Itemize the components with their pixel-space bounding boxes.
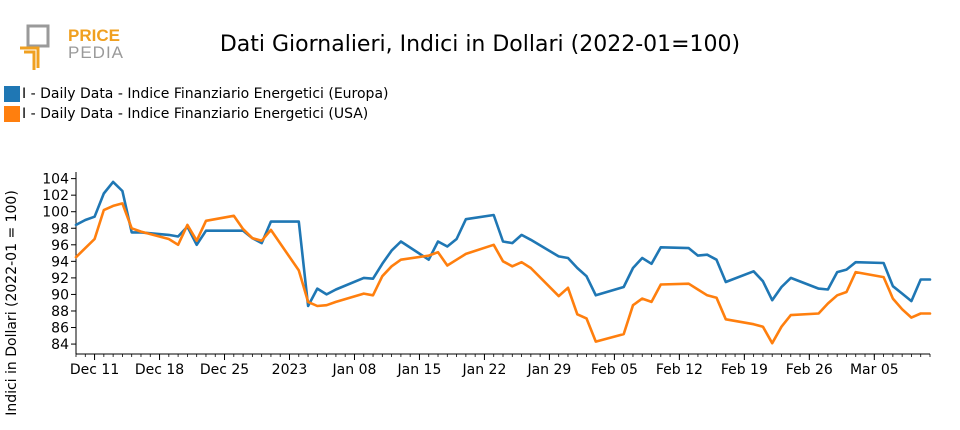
x-tick-label: Dec 11 [70, 362, 119, 378]
y-tick-label: 84 [51, 337, 69, 353]
legend-label-usa: I - Daily Data - Indice Finanziario Ener… [22, 106, 369, 122]
legend-item-europa[interactable]: I - Daily Data - Indice Finanziario Ener… [4, 84, 388, 104]
pricepedia-logo: PRICE PEDIA [18, 24, 128, 74]
y-tick-label: 104 [42, 172, 69, 188]
legend-label-europa: I - Daily Data - Indice Finanziario Ener… [22, 86, 389, 102]
chart-lines [74, 180, 932, 345]
x-tick-label: Feb 05 [591, 362, 638, 378]
logo-text-pedia: PEDIA [68, 43, 124, 62]
y-tick-label: 88 [51, 304, 69, 320]
x-tick-label: Jan 15 [397, 362, 442, 378]
legend: I - Daily Data - Indice Finanziario Ener… [4, 84, 388, 124]
logo-text-price: PRICE [68, 26, 120, 45]
y-tick-label: 102 [42, 188, 69, 204]
series-line-europa [74, 180, 932, 308]
x-tick-label: Feb 26 [786, 362, 833, 378]
x-tick-label: Feb 12 [656, 362, 703, 378]
pricepedia-logo-mark: PRICE PEDIA [20, 24, 124, 70]
x-tick-label: 2023 [272, 362, 308, 378]
x-tick-label: Mar 05 [850, 362, 899, 378]
y-tick-label: 100 [42, 205, 69, 221]
y-tick-label: 90 [51, 287, 69, 303]
y-tick-label: 86 [51, 321, 69, 337]
x-tick-label: Jan 29 [526, 362, 571, 378]
chart-title: Dati Giornalieri, Indici in Dollari (202… [219, 32, 741, 57]
y-tick-label: 94 [51, 254, 69, 270]
legend-item-usa[interactable]: I - Daily Data - Indice Finanziario Ener… [4, 104, 388, 124]
x-tick-label: Jan 08 [332, 362, 377, 378]
x-tick-label: Feb 19 [721, 362, 768, 378]
series-line-usa [74, 202, 932, 345]
legend-swatch-usa [4, 106, 20, 122]
y-tick-label: 96 [51, 238, 69, 254]
legend-swatch-europa [4, 86, 20, 102]
x-tick-label: Dec 25 [200, 362, 249, 378]
x-tick-label: Jan 22 [462, 362, 507, 378]
y-tick-label: 92 [51, 271, 69, 287]
x-tick-label: Dec 18 [135, 362, 184, 378]
y-tick-label: 98 [51, 221, 69, 237]
y-axis-title: Indici in Dollari (2022-01 = 100) [4, 190, 20, 416]
